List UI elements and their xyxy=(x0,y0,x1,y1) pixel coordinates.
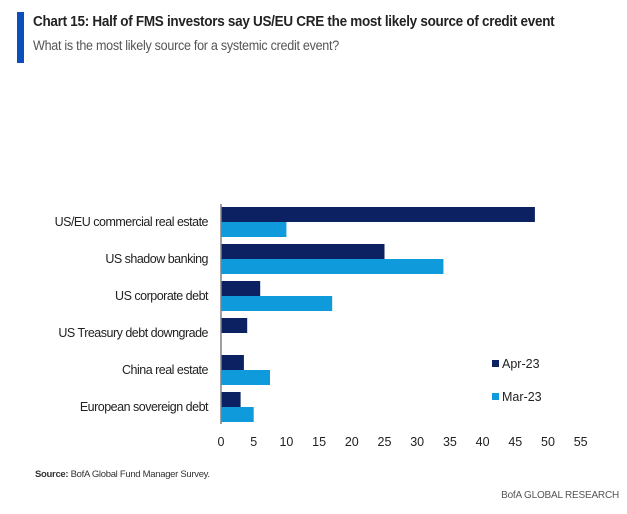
legend-swatch-mar-23 xyxy=(492,393,499,400)
x-tick-label: 35 xyxy=(443,435,457,449)
bar-european-sovereign-debt-mar-23 xyxy=(221,407,254,422)
x-tick-label: 15 xyxy=(312,435,326,449)
category-label-us-eu-commercial-real-estate: US/EU commercial real estate xyxy=(55,215,209,229)
title-accent-bar xyxy=(17,12,24,63)
source-text: BofA Global Fund Manager Survey. xyxy=(68,469,210,480)
bar-us-eu-commercial-real-estate-apr-23 xyxy=(221,207,535,222)
legend: Apr-23 Mar-23 xyxy=(492,357,542,404)
brand-footer: BofA GLOBAL RESEARCH xyxy=(501,490,619,501)
category-label-china-real-estate: China real estate xyxy=(122,363,209,377)
legend-label-apr-23: Apr-23 xyxy=(502,357,540,371)
category-label-us-treasury-debt-downgrade: US Treasury debt downgrade xyxy=(58,326,208,340)
category-label-us-corporate-debt: US corporate debt xyxy=(115,289,209,303)
x-tick-label: 20 xyxy=(345,435,359,449)
x-tick-label: 10 xyxy=(279,435,293,449)
x-tick-label: 40 xyxy=(476,435,490,449)
x-tick-label: 0 xyxy=(218,435,225,449)
source-note: Source: BofA Global Fund Manager Survey. xyxy=(35,469,210,480)
bar-us-shadow-banking-mar-23 xyxy=(221,259,444,274)
chart-title: Chart 15: Half of FMS investors say US/E… xyxy=(33,14,555,30)
legend-swatch-apr-23 xyxy=(492,360,499,367)
x-tick-label: 55 xyxy=(574,435,588,449)
source-label: Source: xyxy=(35,469,69,480)
category-label-us-shadow-banking: US shadow banking xyxy=(105,252,208,266)
bar-us-shadow-banking-apr-23 xyxy=(221,244,385,259)
bar-china-real-estate-mar-23 xyxy=(221,370,270,385)
legend-label-mar-23: Mar-23 xyxy=(502,390,542,404)
x-tick-label: 45 xyxy=(508,435,522,449)
bars-group xyxy=(221,207,535,422)
bar-china-real-estate-apr-23 xyxy=(221,355,244,370)
x-tick-label: 30 xyxy=(410,435,424,449)
bar-us-corporate-debt-apr-23 xyxy=(221,281,261,296)
x-tick-label: 50 xyxy=(541,435,555,449)
bar-us-treasury-debt-downgrade-apr-23 xyxy=(221,318,248,333)
category-label-european-sovereign-debt: European sovereign debt xyxy=(80,400,209,414)
x-tick-label: 5 xyxy=(250,435,257,449)
bar-us-corporate-debt-mar-23 xyxy=(221,296,333,311)
chart-subtitle: What is the most likely source for a sys… xyxy=(33,38,339,53)
category-labels: US/EU commercial real estate US shadow ba… xyxy=(55,215,210,414)
x-tick-label: 25 xyxy=(378,435,392,449)
bar-european-sovereign-debt-apr-23 xyxy=(221,392,241,407)
bar-us-eu-commercial-real-estate-mar-23 xyxy=(221,222,287,237)
x-tick-labels: 0 5 10 15 20 25 30 35 40 45 50 55 xyxy=(218,435,588,449)
